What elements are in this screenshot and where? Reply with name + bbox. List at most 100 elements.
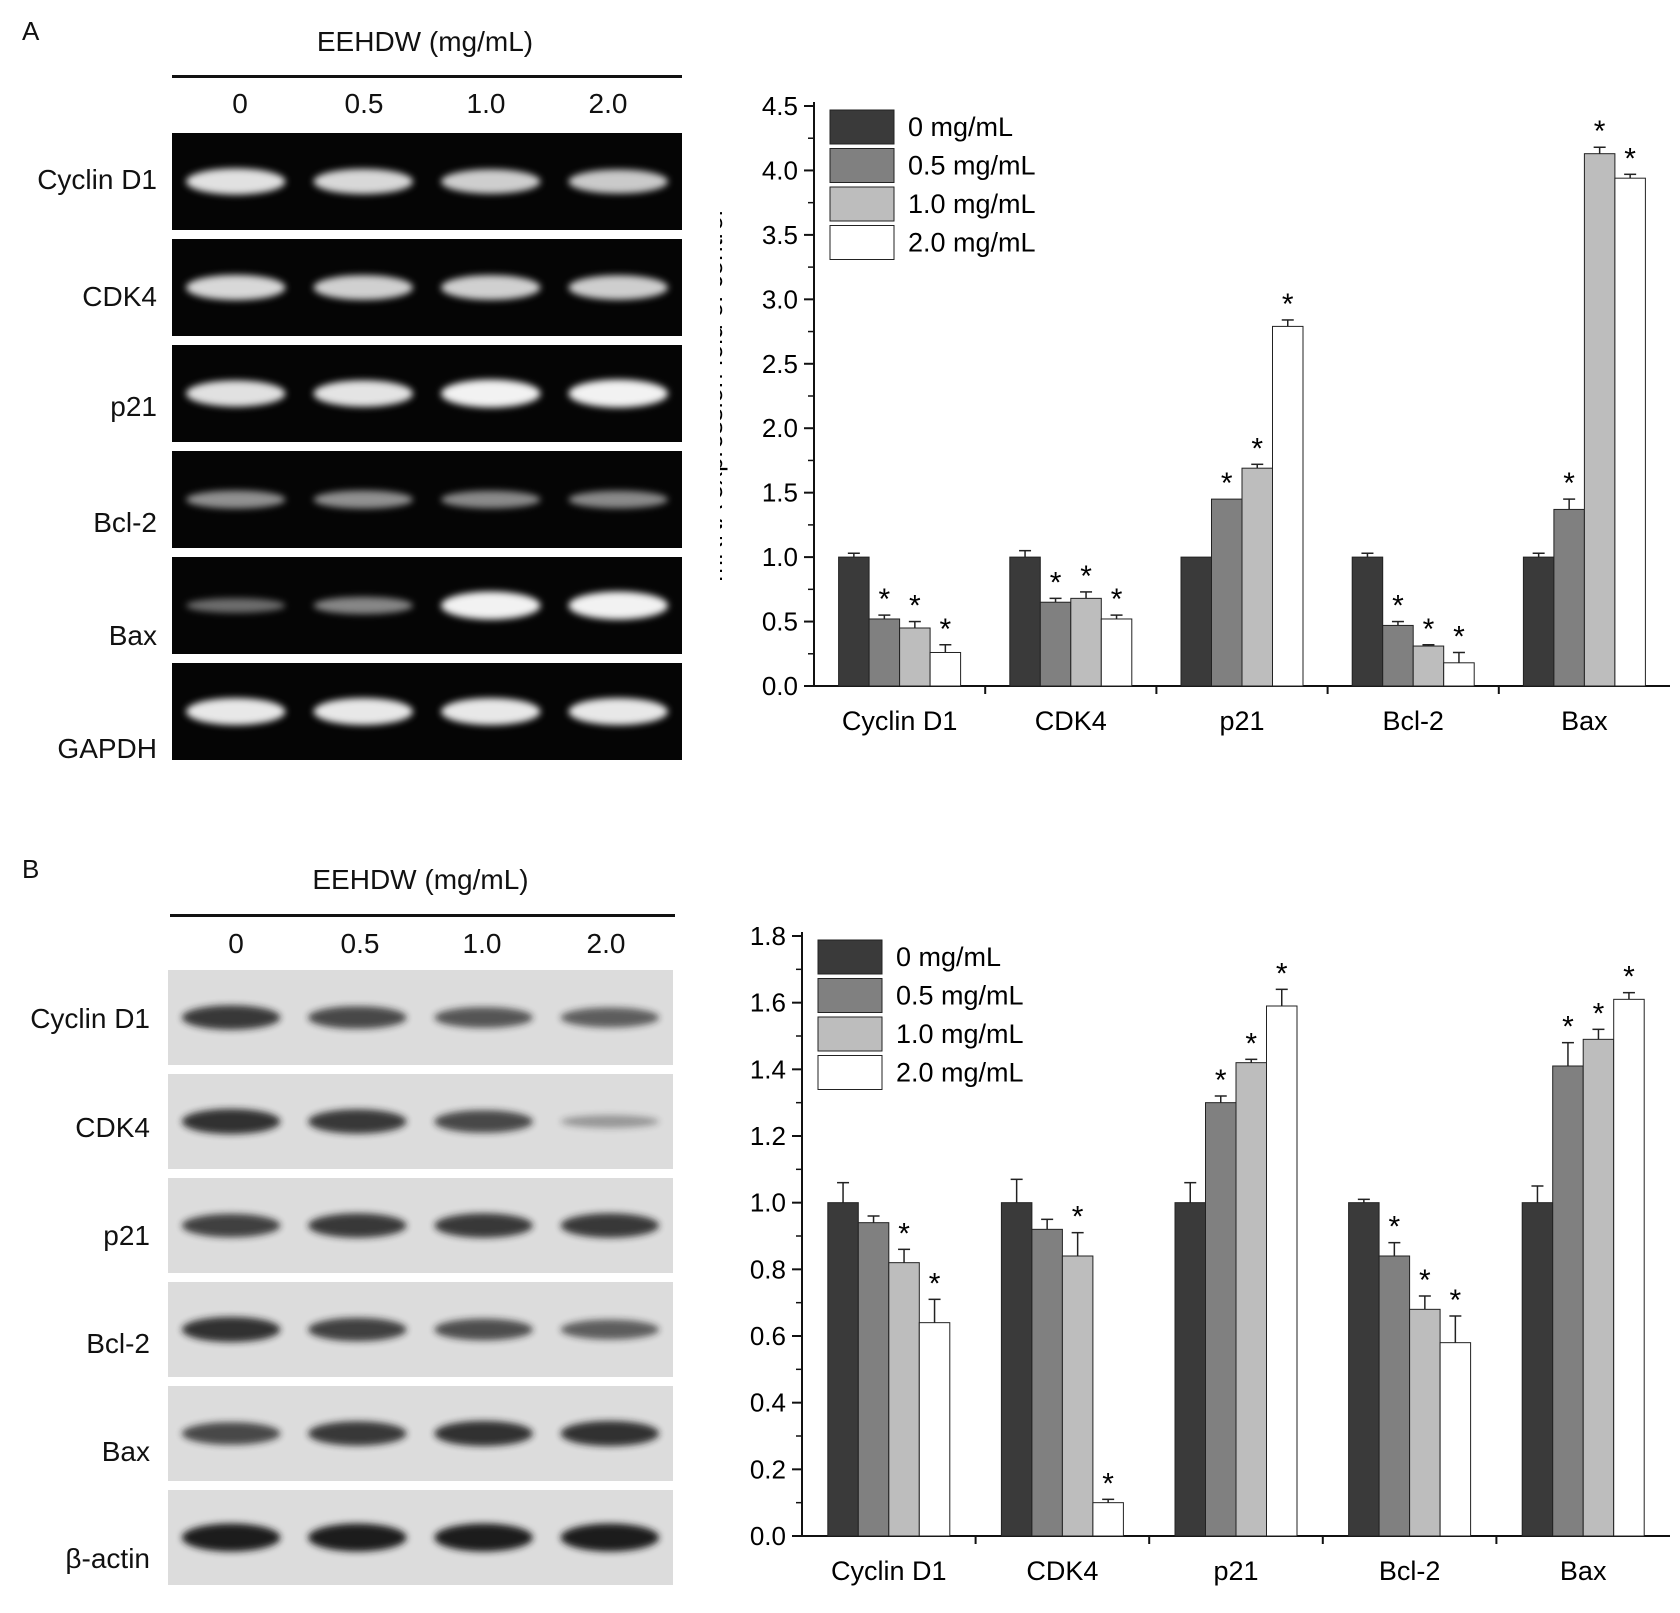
band [308, 1317, 407, 1342]
bar [1174, 1202, 1206, 1537]
bar [899, 627, 931, 687]
dose-divider [172, 75, 682, 78]
band [186, 697, 286, 726]
y-tick-label: 1.5 [762, 478, 798, 508]
band [434, 1213, 533, 1238]
band [186, 598, 286, 613]
bar [838, 556, 870, 687]
y-tick-label: 3.5 [762, 220, 798, 250]
y-tick-label: 0.0 [750, 1521, 786, 1551]
dose-title: EEHDW (mg/mL) [316, 26, 534, 57]
x-tick-label: Bcl-2 [1382, 706, 1444, 736]
y-tick-label: 1.6 [750, 988, 786, 1018]
gene-label: Cyclin D1 [37, 164, 157, 195]
bar [1582, 1038, 1615, 1537]
x-tick-label: Bax [1561, 706, 1608, 736]
y-tick-label: 0.5 [762, 607, 798, 637]
lane-dose-2: 1.0 [462, 928, 502, 959]
band [441, 379, 541, 408]
bar [1553, 508, 1585, 687]
band [313, 490, 413, 509]
bar [918, 1322, 951, 1537]
gene-label: Bax [101, 1436, 150, 1467]
legend-swatch [817, 939, 883, 975]
bar [1180, 556, 1212, 687]
western-blot-image [168, 970, 673, 1585]
band [560, 1213, 660, 1238]
legend-swatch [817, 1016, 883, 1052]
band [181, 1523, 281, 1552]
panel-letter: A [22, 16, 40, 46]
gene-label: Bcl-2 [93, 507, 157, 538]
band [434, 1420, 533, 1447]
significance-marker: * [1562, 1011, 1574, 1044]
band [308, 1421, 407, 1446]
bar [1552, 1065, 1584, 1537]
significance-marker: * [1594, 115, 1606, 148]
y-tick-label: 2.0 [762, 413, 798, 443]
significance-marker: * [1111, 583, 1123, 616]
band [308, 1213, 407, 1238]
lane-dose-0: 0 [228, 928, 244, 959]
bar [1443, 662, 1475, 687]
gene-label: β-actin [65, 1543, 150, 1574]
y-tick-label: 0.8 [750, 1254, 786, 1284]
band [568, 169, 668, 194]
band [308, 1006, 407, 1029]
legend-label: 1.0 mg/mL [908, 189, 1036, 219]
gene-label: Cyclin D1 [30, 1003, 150, 1034]
legend-label: 0.5 mg/mL [908, 151, 1036, 181]
band [560, 1319, 660, 1340]
significance-marker: * [879, 583, 891, 616]
y-tick-label: 0.6 [750, 1321, 786, 1351]
gene-label: p21 [110, 391, 157, 422]
gene-label: CDK4 [82, 281, 157, 312]
band [441, 697, 541, 726]
band [560, 1523, 660, 1552]
legend-label: 1.0 mg/mL [896, 1019, 1024, 1049]
bar [1000, 1202, 1033, 1537]
band [308, 1109, 407, 1134]
band [313, 168, 413, 195]
band [560, 1007, 660, 1028]
band [441, 490, 541, 509]
band [560, 1115, 660, 1128]
panel-a: A EEHDW (mg/mL) 0 0.5 1.0 2.0 Cyclin D1 … [0, 0, 1680, 790]
panel-letter: B [22, 854, 40, 884]
gene-label: GAPDH [57, 733, 157, 764]
significance-marker: * [898, 1217, 910, 1250]
significance-marker: * [1389, 1211, 1401, 1244]
dose-divider [170, 914, 675, 917]
bar [1521, 1202, 1554, 1537]
band [568, 490, 668, 509]
legend-swatch [829, 109, 895, 145]
band [186, 168, 286, 195]
band [441, 591, 541, 620]
band [313, 380, 413, 407]
significance-marker: * [1072, 1201, 1084, 1234]
y-tick-label: 1.4 [750, 1054, 786, 1084]
legend-label: 0.5 mg/mL [896, 981, 1024, 1011]
bar [1039, 601, 1072, 687]
legend-swatch [829, 148, 895, 183]
y-tick-label: 0.4 [750, 1388, 786, 1418]
lane-dose-3: 2.0 [588, 88, 628, 119]
y-tick-label: 1.0 [750, 1188, 786, 1218]
legend-label: 0 mg/mL [908, 112, 1013, 142]
x-tick-label: CDK4 [1035, 706, 1107, 736]
bar [1070, 597, 1102, 687]
bar [1061, 1255, 1094, 1537]
band [313, 596, 413, 615]
significance-marker: * [1623, 961, 1635, 994]
band [441, 169, 541, 194]
significance-marker: * [1276, 957, 1288, 990]
significance-marker: * [1593, 997, 1605, 1030]
bar [1348, 1202, 1380, 1537]
significance-marker: * [1050, 566, 1062, 599]
significance-marker: * [1221, 467, 1233, 500]
y-tick-label: 4.0 [762, 155, 798, 185]
y-axis-label: mRNA expression fold of control [720, 210, 728, 581]
legend-label: 2.0 mg/mL [908, 228, 1036, 258]
significance-marker: * [1392, 590, 1404, 623]
bar [1409, 1308, 1441, 1537]
